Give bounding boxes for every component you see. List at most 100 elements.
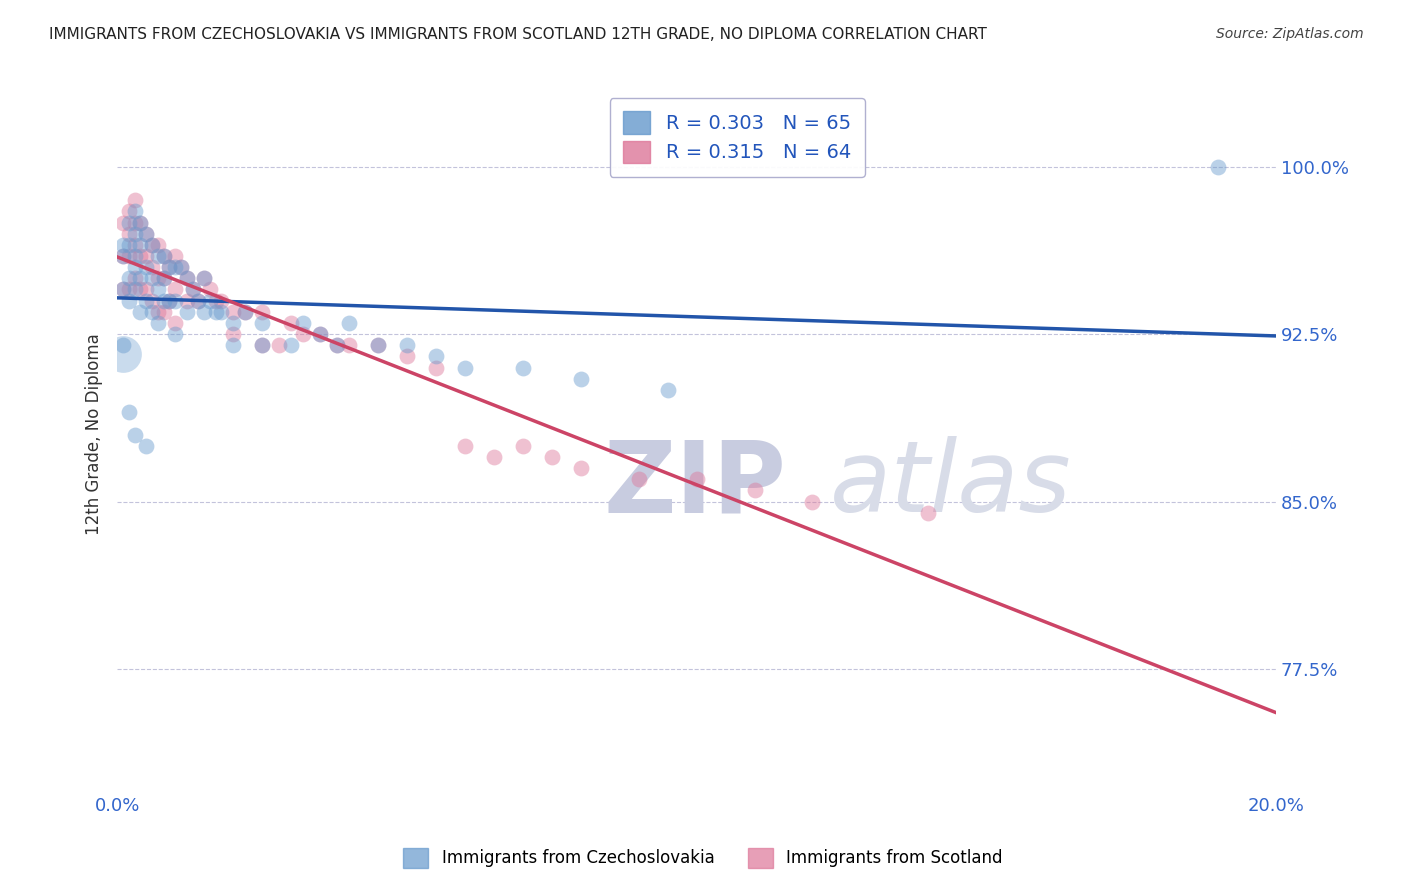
Point [627,472,650,486]
Point [111,283,134,297]
Point [176,305,198,319]
Point [482,450,505,464]
Point [135,249,157,263]
Point [801,494,824,508]
Point [187,293,209,308]
Point [146,283,169,297]
Point [152,249,174,263]
Point [211,293,233,308]
Point [222,305,245,319]
Text: Source: ZipAtlas.com: Source: ZipAtlas.com [1216,27,1364,41]
Point [309,327,332,342]
Point [309,327,332,342]
Point [337,316,360,330]
Point [124,204,146,219]
Point [291,327,314,342]
Point [118,249,141,263]
Point [512,439,534,453]
Point [135,260,157,275]
Point [250,305,273,319]
Point [118,237,141,252]
Point [129,237,152,252]
Point [152,305,174,319]
Point [118,283,141,297]
Point [222,316,245,330]
Point [124,237,146,252]
Point [233,305,256,319]
Point [165,283,187,297]
Point [129,215,152,229]
Text: IMMIGRANTS FROM CZECHOSLOVAKIA VS IMMIGRANTS FROM SCOTLAND 12TH GRADE, NO DIPLOM: IMMIGRANTS FROM CZECHOSLOVAKIA VS IMMIGR… [49,27,987,42]
Point [198,283,221,297]
Point [124,249,146,263]
Point [141,305,163,319]
Point [744,483,766,498]
Point [141,237,163,252]
Point [165,327,187,342]
Point [141,260,163,275]
Point [250,316,273,330]
Point [170,260,193,275]
Point [280,338,302,352]
Point [124,260,146,275]
Point [569,372,592,386]
Point [124,283,146,297]
Point [165,260,187,275]
Point [157,293,180,308]
Point [211,305,233,319]
Point [181,283,204,297]
Point [111,249,134,263]
Point [141,271,163,285]
Point [454,439,477,453]
Point [124,427,146,442]
Legend: Immigrants from Czechoslovakia, Immigrants from Scotland: Immigrants from Czechoslovakia, Immigran… [396,841,1010,875]
Point [176,293,198,308]
Point [176,271,198,285]
Point [425,360,447,375]
Y-axis label: 12th Grade, No Diploma: 12th Grade, No Diploma [86,334,103,535]
Point [129,215,152,229]
Point [269,338,291,352]
Point [124,271,146,285]
Point [181,283,204,297]
Point [193,305,215,319]
Point [250,338,273,352]
Point [280,316,302,330]
Point [193,271,215,285]
Point [152,293,174,308]
Point [157,260,180,275]
Point [111,347,134,361]
Point [198,293,221,308]
Point [118,405,141,419]
Point [111,249,134,263]
Point [157,260,180,275]
Point [326,338,349,352]
Point [146,237,169,252]
Point [233,305,256,319]
Point [135,283,157,297]
Text: atlas: atlas [830,436,1071,533]
Text: ZIP: ZIP [603,436,787,533]
Point [141,293,163,308]
Point [425,350,447,364]
Point [141,237,163,252]
Point [165,316,187,330]
Point [124,215,146,229]
Point [111,215,134,229]
Point [337,338,360,352]
Point [124,193,146,207]
Point [176,271,198,285]
Point [135,227,157,241]
Point [118,271,141,285]
Point [146,305,169,319]
Point [454,360,477,375]
Point [152,249,174,263]
Point [111,283,134,297]
Point [124,227,146,241]
Point [367,338,389,352]
Point [135,227,157,241]
Point [165,293,187,308]
Point [222,338,245,352]
Point [118,293,141,308]
Point [146,316,169,330]
